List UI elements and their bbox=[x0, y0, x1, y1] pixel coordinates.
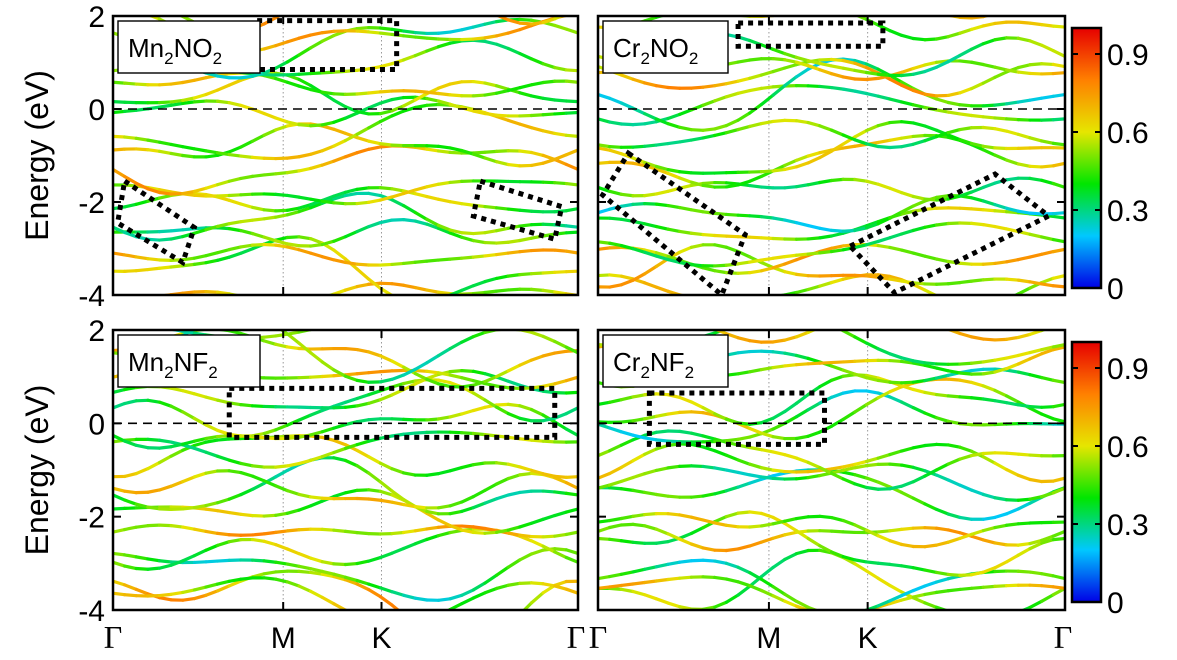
band-8 bbox=[113, 469, 578, 510]
band-2 bbox=[598, 575, 1065, 610]
band-13 bbox=[113, 71, 578, 98]
colorbar: 0.9 0.6 0.3 0 bbox=[1070, 340, 1149, 620]
band-10 bbox=[598, 118, 1065, 150]
band-4 bbox=[598, 510, 1065, 577]
band-6 bbox=[598, 512, 1065, 549]
band-3 bbox=[598, 558, 1065, 610]
band-1 bbox=[598, 273, 1065, 295]
highlight-box bbox=[599, 149, 749, 300]
highlight-box bbox=[735, 20, 886, 49]
y-tick-label: 0 bbox=[88, 408, 105, 441]
band-9 bbox=[113, 122, 578, 168]
y-axis-label: Energy (eV) bbox=[19, 385, 55, 556]
panel-label-text: Mn2NF2 bbox=[128, 347, 218, 382]
plot-frame bbox=[596, 328, 1067, 612]
k-point-label: Γ bbox=[567, 619, 586, 655]
k-point-label: Γ bbox=[104, 619, 123, 655]
band-panel-4: Γ M K Γ Cr2NF2 bbox=[589, 328, 1073, 655]
band-7 bbox=[113, 456, 578, 516]
plot-frame bbox=[596, 14, 1067, 297]
panel-label: Mn2NF2 bbox=[117, 334, 261, 388]
band-2 bbox=[598, 243, 1065, 289]
band-7 bbox=[598, 468, 1065, 521]
band-11 bbox=[113, 95, 578, 128]
band-4 bbox=[598, 221, 1065, 268]
band-panel-1: 2 0 -2 -4 Energy (eV) Mn2NO2 bbox=[19, 1, 580, 313]
y-tick-label: -4 bbox=[78, 595, 105, 628]
band-7 bbox=[598, 176, 1065, 202]
band-panel-2: Cr2NO2 bbox=[596, 14, 1067, 300]
highlight-box bbox=[846, 171, 1054, 296]
y-axis-label: Energy (eV) bbox=[19, 70, 55, 241]
band-5 bbox=[113, 191, 578, 242]
colorbar-tick-label: 0.9 bbox=[1107, 39, 1149, 72]
band-10 bbox=[598, 429, 1065, 491]
highlight-box bbox=[114, 176, 198, 267]
band-6 bbox=[598, 194, 1065, 233]
k-point-label: K bbox=[858, 622, 878, 655]
band-10 bbox=[113, 430, 578, 469]
panel-label: Mn2NO2 bbox=[117, 20, 261, 74]
panel-label: Cr2NF2 bbox=[602, 334, 729, 388]
band-16 bbox=[113, 330, 578, 384]
k-point-label: Γ bbox=[1054, 619, 1073, 655]
band-9 bbox=[113, 434, 578, 479]
colorbar-tick-label: 0.9 bbox=[1107, 353, 1149, 386]
band-7 bbox=[113, 179, 578, 206]
k-point-label: M bbox=[271, 622, 296, 655]
band-8 bbox=[598, 462, 1065, 502]
band-8 bbox=[113, 144, 578, 196]
k-point-label: K bbox=[371, 622, 391, 655]
band-1 bbox=[598, 548, 1065, 610]
band-3 bbox=[113, 547, 578, 602]
y-tick-label: -4 bbox=[78, 280, 105, 313]
colorbar-tick-label: 0.6 bbox=[1107, 117, 1149, 150]
band-11 bbox=[598, 389, 1065, 444]
colorbar-tick-label: 0.3 bbox=[1107, 509, 1149, 542]
y-tick-label: -2 bbox=[78, 502, 105, 535]
colorbar: 0.9 0.6 0.3 0 bbox=[1070, 26, 1149, 306]
band-lines bbox=[113, 16, 578, 295]
colorbar-tick-label: 0.6 bbox=[1107, 431, 1149, 464]
panel-label-text: Mn2NO2 bbox=[128, 33, 222, 68]
y-tick-label: 2 bbox=[88, 315, 105, 348]
panel-label: Cr2NO2 bbox=[602, 20, 729, 74]
plot-frame bbox=[111, 328, 580, 612]
band-9 bbox=[598, 120, 1065, 175]
colorbar-tick-label: 0 bbox=[1107, 587, 1124, 620]
band-5 bbox=[113, 523, 578, 539]
band-5 bbox=[598, 206, 1065, 241]
y-tick-label: 0 bbox=[88, 94, 105, 127]
band-6 bbox=[113, 186, 578, 214]
band-lines bbox=[598, 330, 1065, 610]
band-11 bbox=[113, 402, 578, 450]
k-point-label: Γ bbox=[589, 619, 608, 655]
k-point-label: M bbox=[756, 622, 781, 655]
band-11 bbox=[598, 84, 1065, 127]
panel-label-text: Cr2NF2 bbox=[613, 347, 694, 382]
plot-frame bbox=[111, 14, 580, 297]
colorbar-tick-label: 0.3 bbox=[1107, 195, 1149, 228]
y-tick-label: -2 bbox=[78, 187, 105, 220]
band-2 bbox=[113, 576, 578, 610]
band-4 bbox=[113, 218, 578, 248]
colorbar-tick-label: 0 bbox=[1107, 273, 1124, 306]
y-tick-label: 2 bbox=[88, 1, 105, 34]
highlight-box bbox=[226, 385, 558, 440]
highlight-box bbox=[646, 390, 827, 447]
band-9 bbox=[598, 442, 1065, 484]
band-10 bbox=[113, 102, 578, 161]
panel-label-text: Cr2NO2 bbox=[613, 33, 698, 68]
